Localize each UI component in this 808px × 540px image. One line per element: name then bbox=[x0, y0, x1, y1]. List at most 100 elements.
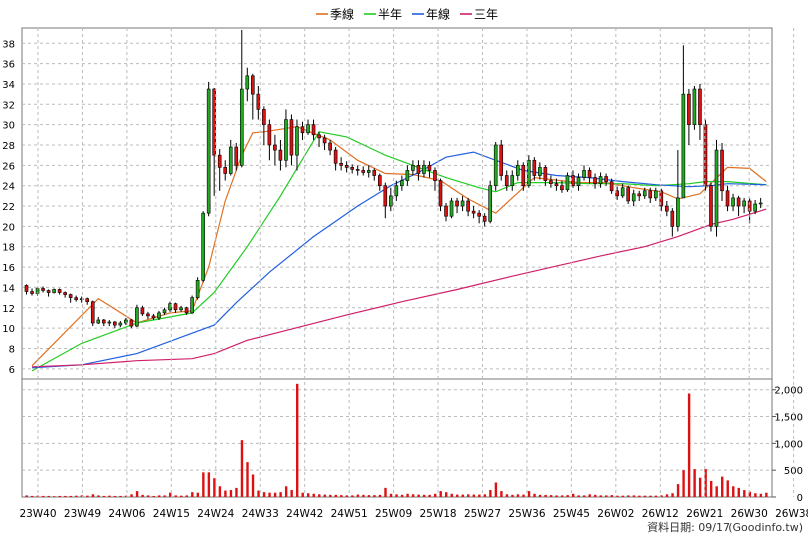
price-tick-label: 28 bbox=[2, 141, 15, 152]
volume-bar bbox=[75, 495, 78, 497]
candle bbox=[665, 200, 669, 217]
candle bbox=[190, 295, 194, 314]
candle bbox=[394, 180, 399, 201]
volume-bar bbox=[384, 487, 387, 497]
candle-body bbox=[118, 322, 123, 326]
candle-body bbox=[731, 197, 735, 207]
candle-body bbox=[709, 185, 713, 227]
candle-body bbox=[609, 181, 614, 192]
candle-body bbox=[173, 303, 178, 311]
volume-bar bbox=[279, 492, 282, 497]
candle-body bbox=[201, 212, 205, 281]
price-tick-label: 26 bbox=[2, 161, 15, 172]
volume-bar bbox=[461, 494, 464, 497]
candle-body bbox=[46, 290, 51, 293]
candle-body bbox=[184, 307, 189, 314]
candle bbox=[101, 318, 106, 327]
volume-bar bbox=[411, 494, 415, 497]
candle-body bbox=[515, 165, 520, 176]
volume-bar bbox=[505, 494, 509, 497]
candle bbox=[444, 202, 448, 222]
volume-bar bbox=[141, 494, 144, 497]
candle bbox=[609, 178, 614, 194]
volume-bar bbox=[362, 494, 365, 497]
candle bbox=[565, 172, 570, 192]
candle bbox=[317, 131, 321, 148]
candle-body bbox=[427, 165, 432, 171]
candle-body bbox=[460, 200, 465, 207]
x-tick-label: 24W33 bbox=[242, 508, 279, 520]
candle bbox=[493, 141, 498, 191]
candle-body bbox=[366, 170, 371, 173]
volume-bar bbox=[737, 487, 740, 497]
candle-body bbox=[328, 142, 332, 151]
candle-body bbox=[389, 195, 393, 207]
volume-bar bbox=[544, 494, 547, 497]
price-tick-label: 36 bbox=[2, 60, 15, 71]
candle-body bbox=[107, 321, 112, 324]
volume-bar bbox=[284, 486, 288, 497]
volume-bar bbox=[571, 493, 575, 497]
volume-bar bbox=[240, 440, 244, 497]
candle bbox=[405, 165, 410, 186]
volume-bar bbox=[135, 491, 139, 497]
volume-bar bbox=[207, 472, 211, 497]
volume-bar bbox=[113, 495, 117, 497]
volume-bar bbox=[356, 494, 360, 497]
candle bbox=[30, 288, 34, 296]
volume-bar bbox=[616, 495, 619, 497]
volume-bar bbox=[721, 476, 724, 497]
candle bbox=[714, 139, 719, 237]
x-tick-label: 24W24 bbox=[197, 508, 234, 520]
candle-body bbox=[433, 170, 437, 181]
candle bbox=[510, 170, 515, 191]
candle bbox=[648, 187, 653, 203]
candle bbox=[438, 178, 443, 212]
volume-bar bbox=[605, 495, 608, 497]
volume-bar bbox=[307, 493, 310, 497]
candle bbox=[184, 306, 189, 315]
candle bbox=[306, 119, 310, 135]
candle bbox=[582, 165, 586, 181]
x-tick-label: 23W40 bbox=[19, 508, 56, 520]
volume-bar bbox=[102, 495, 106, 497]
moving-average-line bbox=[31, 151, 767, 369]
volume-bar bbox=[765, 492, 768, 497]
candle bbox=[543, 165, 548, 186]
candle-body bbox=[521, 165, 526, 186]
volume-bar bbox=[340, 495, 343, 497]
candle-body bbox=[449, 200, 454, 217]
legend-item: 三年 bbox=[460, 8, 498, 22]
candle-body bbox=[372, 170, 377, 176]
candle-body bbox=[223, 167, 228, 174]
volume-bar bbox=[312, 493, 315, 497]
candle-body bbox=[101, 319, 106, 324]
candle-body bbox=[377, 175, 382, 186]
x-tick-label: 24W42 bbox=[286, 508, 323, 520]
candle-body bbox=[637, 193, 642, 197]
volume-bar bbox=[456, 494, 459, 497]
candle-body bbox=[692, 88, 697, 125]
candle-body bbox=[90, 301, 95, 324]
volume-bar bbox=[97, 495, 100, 497]
candle-body bbox=[543, 167, 548, 181]
candle-body bbox=[284, 119, 288, 161]
volume-bar bbox=[522, 494, 525, 497]
candle bbox=[687, 89, 691, 145]
candle-body bbox=[339, 163, 343, 166]
candle-body bbox=[615, 190, 619, 197]
volume-bar bbox=[108, 495, 111, 497]
candle bbox=[383, 182, 388, 219]
price-tick-label: 30 bbox=[2, 121, 15, 132]
candle bbox=[753, 199, 757, 215]
candle-body bbox=[217, 154, 222, 168]
candle bbox=[698, 83, 702, 140]
candle-body bbox=[295, 126, 299, 156]
price-panel: 6 8 10 12 14 16 18 20 22 24 26 28 30 32 34 36 38 bbox=[2, 27, 773, 380]
candle-body bbox=[157, 312, 161, 319]
candle-body bbox=[311, 124, 316, 136]
x-tick-label: 24W15 bbox=[153, 508, 190, 520]
candle bbox=[223, 160, 228, 181]
